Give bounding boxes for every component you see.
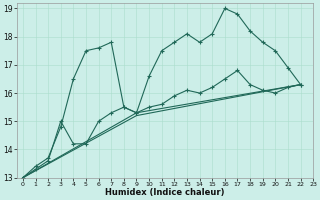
X-axis label: Humidex (Indice chaleur): Humidex (Indice chaleur) <box>105 188 225 197</box>
